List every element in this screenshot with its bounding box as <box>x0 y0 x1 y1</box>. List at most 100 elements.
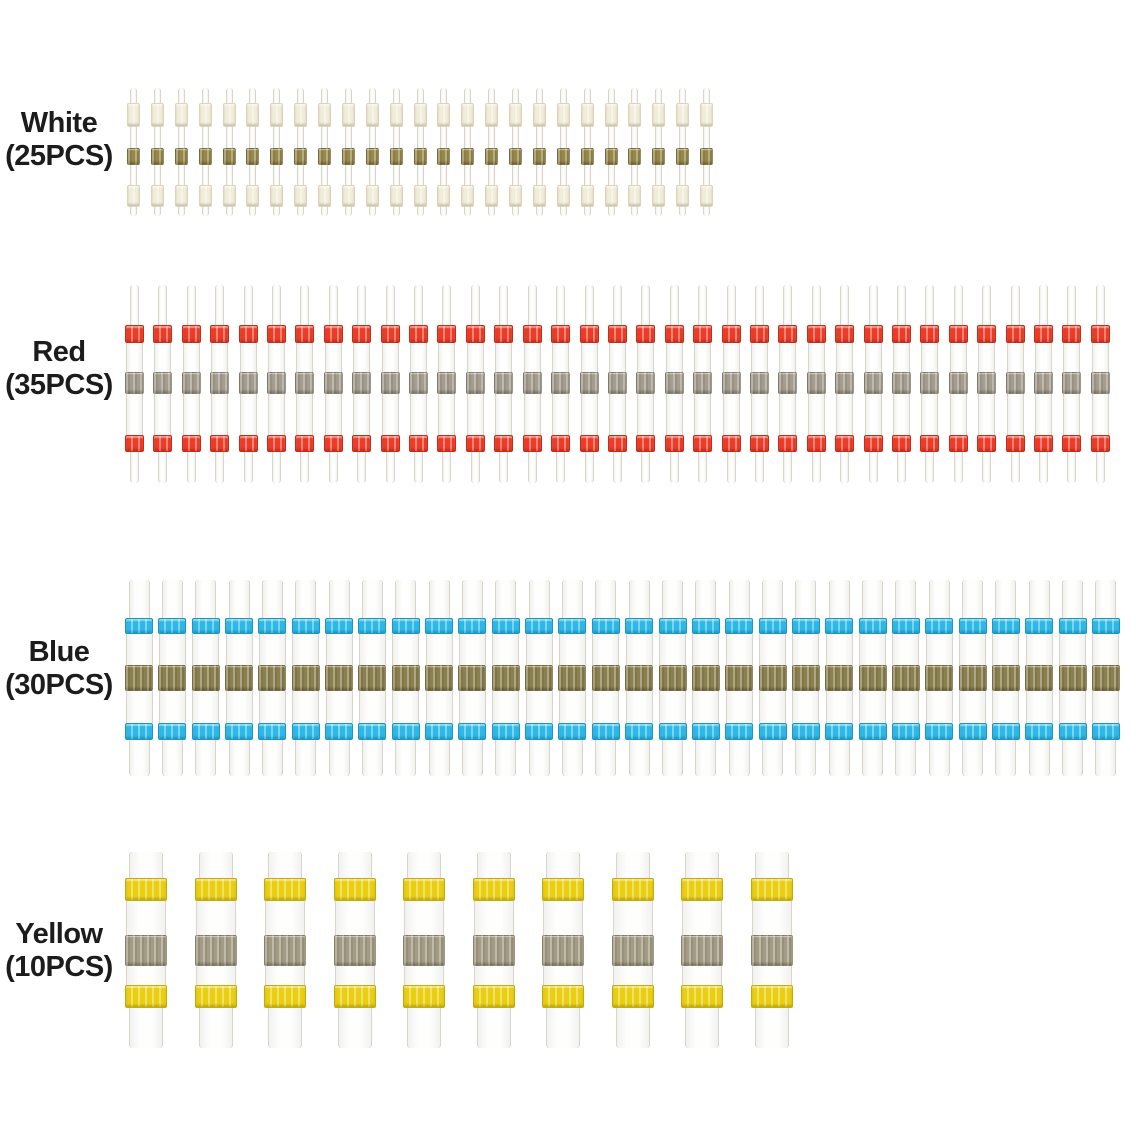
tube-body <box>334 966 375 985</box>
connector-tube-red <box>749 285 769 483</box>
connector-tube-white <box>270 88 284 216</box>
solder-ring <box>778 372 798 394</box>
tube-body <box>296 394 314 435</box>
heat-shrink-band <box>977 325 997 343</box>
tube-body <box>249 127 257 148</box>
piece-count: (30PCS) <box>5 669 113 701</box>
tube-end <box>129 852 163 878</box>
tube-end <box>228 580 250 618</box>
solder-ring <box>465 372 485 394</box>
connector-tube-white <box>532 88 546 216</box>
tube-body <box>325 634 353 665</box>
tube-body <box>679 165 687 185</box>
heat-shrink-band <box>863 325 883 343</box>
heat-shrink-band <box>125 435 144 452</box>
tube-body <box>425 691 453 723</box>
heat-shrink-band <box>542 878 585 901</box>
tube-end <box>982 285 992 325</box>
solder-ring <box>652 148 666 165</box>
tube-body <box>1035 394 1052 435</box>
tube-end <box>726 452 736 483</box>
heat-shrink-band <box>1090 325 1110 343</box>
tube-body <box>592 634 620 665</box>
tube-end <box>783 452 793 483</box>
solder-ring <box>721 372 741 394</box>
tube-body <box>464 127 472 148</box>
connector-tube-white <box>437 88 451 216</box>
tube-end <box>868 452 878 483</box>
tube-end <box>615 1008 650 1048</box>
tube-end <box>249 207 257 216</box>
tube-end <box>272 285 282 325</box>
tube-end <box>584 285 594 325</box>
heat-shrink-band <box>532 185 546 207</box>
tube-end <box>641 452 651 483</box>
tube-end <box>261 580 283 618</box>
tube-end <box>925 285 935 325</box>
heat-shrink-band <box>125 985 167 1008</box>
tube-end <box>440 88 448 103</box>
connector-tube-blue <box>1058 580 1087 776</box>
tube-end <box>337 1008 372 1048</box>
color-name: Yellow <box>15 918 103 950</box>
connector-tube-blue <box>925 580 954 776</box>
tube-body <box>488 165 496 185</box>
solder-ring <box>758 665 787 691</box>
heat-shrink-band <box>591 618 620 634</box>
connector-tube-white <box>389 88 403 216</box>
connector-tube-red <box>551 285 571 483</box>
heat-shrink-band <box>604 185 618 207</box>
connector-tube-blue <box>425 580 454 776</box>
tube-body <box>440 127 448 148</box>
tube-end <box>1028 580 1050 618</box>
heat-shrink-band <box>1090 435 1110 452</box>
heat-shrink-band <box>458 723 487 740</box>
tube-end <box>470 452 480 483</box>
tube-body <box>925 691 953 723</box>
tube-end <box>153 207 161 216</box>
solder-ring <box>318 148 331 165</box>
heat-shrink-band <box>472 878 515 901</box>
heat-shrink-band <box>636 325 656 343</box>
connector-tube-blue <box>158 580 187 776</box>
tube-end <box>295 740 317 776</box>
heat-shrink-band <box>246 103 260 127</box>
solder-ring <box>681 935 724 966</box>
solder-ring <box>522 372 542 394</box>
heat-shrink-band <box>318 103 331 127</box>
solder-ring <box>323 372 343 394</box>
tube-body <box>495 343 513 372</box>
tube-body <box>703 165 710 185</box>
solder-ring <box>977 372 997 394</box>
tube-body <box>177 165 185 185</box>
tube-strip-white <box>127 88 713 216</box>
connector-tube-blue <box>991 580 1020 776</box>
heat-shrink-band <box>191 618 220 634</box>
tube-end <box>928 740 950 776</box>
heat-shrink-band <box>791 723 820 740</box>
tube-end <box>228 740 250 776</box>
tube-end <box>512 207 519 216</box>
heat-shrink-band <box>1034 325 1053 343</box>
solder-ring <box>485 148 499 165</box>
tube-body <box>492 691 520 723</box>
tube-body <box>126 901 166 935</box>
heat-shrink-band <box>778 325 798 343</box>
tube-end <box>130 88 137 103</box>
heat-shrink-band <box>920 435 940 452</box>
solder-ring <box>125 665 153 691</box>
tube-body <box>404 901 445 935</box>
connector-tube-red <box>806 285 826 483</box>
connector-tube-white <box>318 88 331 216</box>
connector-tube-red <box>238 285 258 483</box>
heat-shrink-band <box>238 325 258 343</box>
connector-tube-blue <box>225 580 254 776</box>
heat-shrink-band <box>806 325 826 343</box>
heat-shrink-band <box>525 618 554 634</box>
row-label-white: White (25PCS) <box>0 107 118 173</box>
solder-ring <box>125 935 167 966</box>
heat-shrink-band <box>604 103 618 127</box>
heat-shrink-band <box>465 435 485 452</box>
connector-tube-red <box>693 285 713 483</box>
tube-end <box>407 1008 442 1048</box>
